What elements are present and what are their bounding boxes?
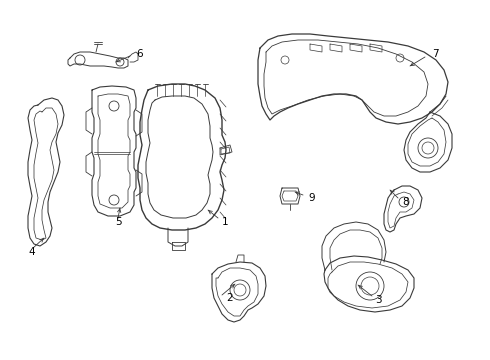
Text: 1: 1 xyxy=(222,217,229,227)
Text: 8: 8 xyxy=(402,197,409,207)
Text: 7: 7 xyxy=(432,49,439,59)
Text: 4: 4 xyxy=(28,247,35,257)
Text: 6: 6 xyxy=(136,49,143,59)
Text: 2: 2 xyxy=(226,293,233,303)
Text: 9: 9 xyxy=(308,193,315,203)
Text: 3: 3 xyxy=(375,295,382,305)
Text: 5: 5 xyxy=(115,217,122,227)
